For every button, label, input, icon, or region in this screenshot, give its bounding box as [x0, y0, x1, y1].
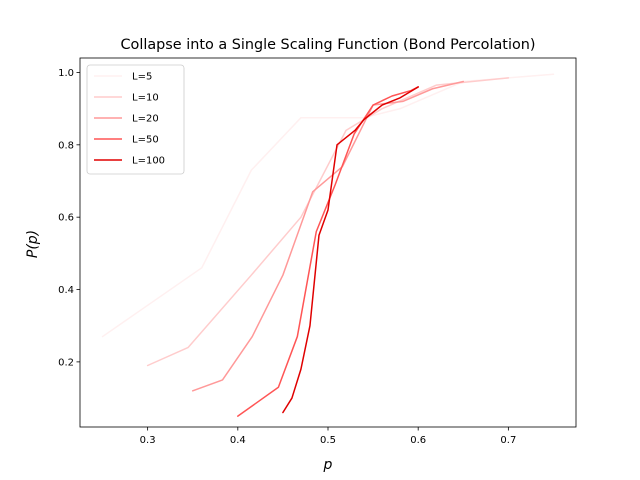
legend-box	[86, 64, 185, 175]
series-line-l-50	[237, 86, 419, 417]
legend-label: L=10	[132, 93, 159, 104]
legend: L=5 L=10 L=20 L=50 L=100	[86, 64, 185, 175]
x-axis-label: p	[323, 457, 333, 473]
legend-label: L=5	[132, 72, 152, 83]
legend-label: L=50	[132, 135, 159, 146]
x-tick-label: 0.6	[410, 435, 426, 446]
y-axis-label: P(p)	[25, 230, 41, 258]
x-tick-label: 0.5	[320, 435, 336, 446]
legend-label: L=20	[132, 114, 159, 125]
y-tick-label: 0.8	[58, 140, 74, 151]
y-axis: 0.2 0.4 0.6 0.8 1.0	[58, 68, 80, 368]
y-tick-label: 0.4	[58, 285, 74, 296]
x-tick-label: 0.3	[140, 435, 156, 446]
x-tick-label: 0.7	[500, 435, 516, 446]
y-tick-label: 1.0	[58, 68, 74, 79]
series-line-l-100	[282, 86, 419, 414]
chart-title: Collapse into a Single Scaling Function …	[120, 37, 535, 53]
x-tick-label: 0.4	[230, 435, 246, 446]
series-line-l-20	[191, 80, 465, 392]
series-line-l-10	[146, 77, 510, 367]
x-axis: 0.3 0.4 0.5 0.6 0.7	[140, 427, 516, 446]
y-tick-label: 0.2	[58, 357, 74, 368]
series-line-l-5	[101, 73, 555, 338]
y-tick-label: 0.6	[58, 213, 74, 224]
legend-label: L=100	[132, 156, 165, 167]
